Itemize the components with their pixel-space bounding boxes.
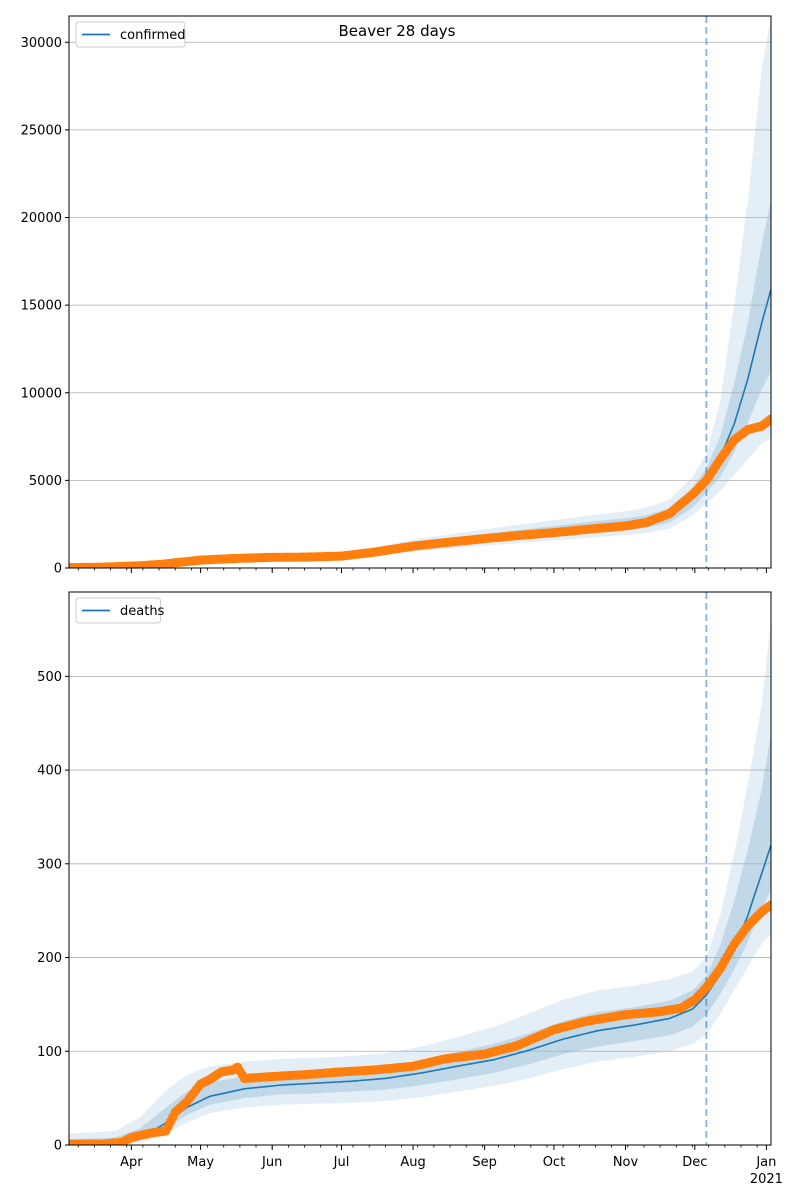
y-tick-label: 300: [37, 857, 62, 872]
y-tick-label: 25000: [21, 123, 62, 138]
y-tick-label: 5000: [29, 474, 62, 489]
y-tick-label: 0: [54, 562, 62, 577]
deaths-gridlines: [69, 675, 771, 1052]
confirmed-legend: confirmed: [75, 21, 186, 48]
confirmed-panel: 0 5000 10000 15000 20000 25000 30000 confirmed…: [21, 15, 772, 577]
deaths-uncertainty-bands: [69, 620, 771, 1145]
x-tick-label: Jan 2021: [750, 1155, 783, 1187]
legend-label: deaths: [120, 604, 165, 619]
y-tick-label: 10000: [21, 386, 62, 401]
y-tick-label: 15000: [21, 299, 62, 314]
deaths-legend: deaths: [75, 597, 165, 624]
chart-title: Beaver 28 days: [338, 22, 455, 40]
deaths-axes-frame: [68, 591, 772, 1146]
y-tick-label: 100: [37, 1045, 62, 1060]
x-tick-label: Aug: [400, 1155, 425, 1170]
deaths-panel: 0 100 200 300 400 500 Apr May Jun Jul Aug Sep Oct No…: [37, 591, 783, 1187]
x-tick-label: Dec: [682, 1155, 707, 1170]
y-tick-label: 400: [37, 764, 62, 779]
x-tick-label: Apr: [120, 1155, 143, 1170]
confirmed-x-axis: [77, 568, 767, 573]
legend-box: [75, 597, 162, 624]
observed-point: [766, 414, 771, 424]
x-tick-label: May: [187, 1155, 214, 1170]
y-tick-label: 500: [37, 670, 62, 685]
y-tick-label: 200: [37, 951, 62, 966]
confirmed-y-axis: 0 5000 10000 15000 20000 25000 30000: [21, 36, 69, 577]
band-outer: [69, 620, 771, 1145]
deaths-observed-points: [69, 900, 771, 1145]
deaths-x-axis: Apr May Jun Jul Aug Sep Oct Nov Dec Jan 2021: [77, 1145, 783, 1187]
x-tick-label: Jun: [261, 1155, 282, 1170]
x-tick-label: Oct: [543, 1155, 565, 1170]
band-inner: [69, 732, 771, 1145]
y-tick-label: 0: [54, 1139, 62, 1154]
confirmed-axes-frame: [68, 15, 772, 569]
deaths-y-axis: 0 100 200 300 400 500: [37, 670, 69, 1154]
confirmed-observed-points: [69, 414, 771, 568]
confirmed-gridlines: [69, 41, 771, 481]
legend-label: confirmed: [120, 28, 186, 43]
legend-box: [75, 21, 186, 48]
x-tick-label: Jul: [333, 1155, 350, 1170]
observed-point: [766, 900, 771, 910]
x-tick-label: Sep: [472, 1155, 497, 1170]
y-tick-label: 20000: [21, 211, 62, 226]
x-tick-label: Nov: [613, 1155, 639, 1170]
y-tick-label: 30000: [21, 36, 62, 51]
